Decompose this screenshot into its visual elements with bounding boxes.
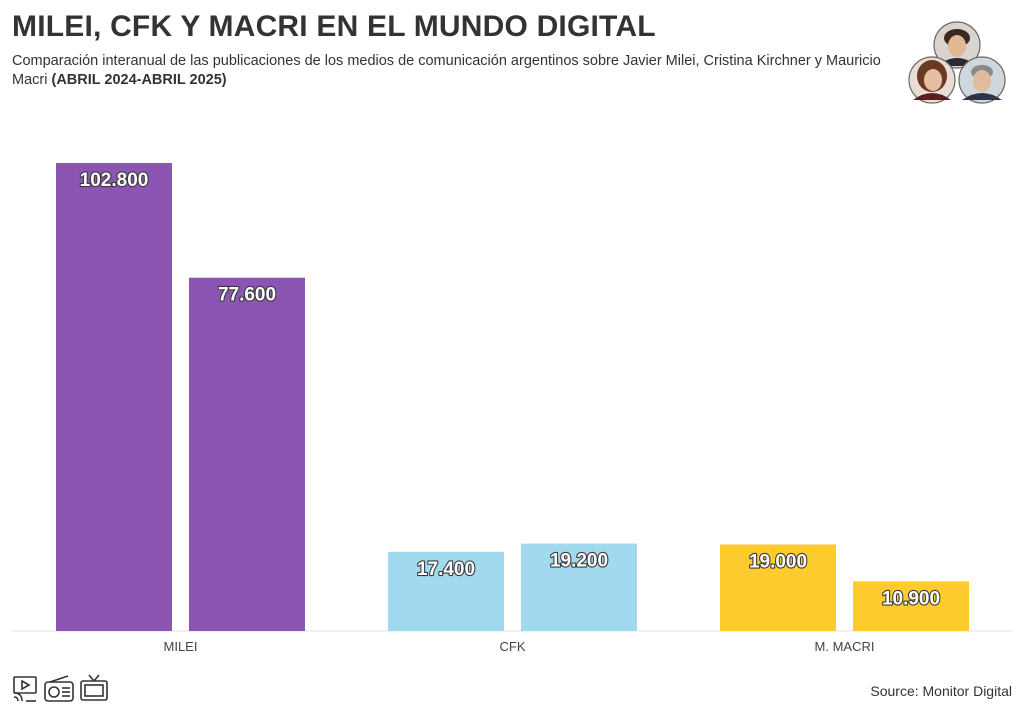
source-note: Source: Monitor Digital	[870, 683, 1012, 699]
subtitle-text: Comparación interanual de las publicacio…	[12, 53, 881, 88]
portrait-macri	[958, 56, 1006, 104]
bar-value-label: 19.000	[749, 552, 807, 573]
bar-value-label: 10.900	[882, 588, 940, 609]
category-label: M. MACRI	[815, 639, 875, 654]
bar-m-macri-1	[720, 544, 836, 631]
bar-cfk-2	[521, 543, 637, 631]
chart-subtitle: Comparación interanual de las publicacio…	[12, 52, 892, 90]
portraits-group	[908, 21, 1006, 104]
footer-icons	[13, 674, 108, 702]
bar-cfk-1	[388, 551, 504, 631]
bar-value-label: 102.800	[80, 170, 149, 191]
portrait-kirchner	[908, 56, 956, 104]
bar-value-label: 19.200	[550, 551, 608, 572]
bar-milei-1	[56, 163, 172, 631]
bar-m-macri-2	[853, 581, 969, 631]
bar-milei-2	[189, 277, 305, 631]
bar-value-label: 77.600	[218, 285, 276, 306]
category-label: MILEI	[164, 639, 198, 654]
category-label: CFK	[500, 639, 526, 654]
radio-icon	[44, 675, 74, 702]
subtitle-period: (ABRIL 2024-ABRIL 2025)	[51, 72, 227, 88]
bar-value-label: 17.400	[417, 559, 475, 580]
chart-title: MILEI, CFK Y MACRI EN EL MUNDO DIGITAL	[12, 10, 656, 43]
digital-media-icon	[13, 676, 37, 702]
television-icon	[80, 674, 108, 701]
